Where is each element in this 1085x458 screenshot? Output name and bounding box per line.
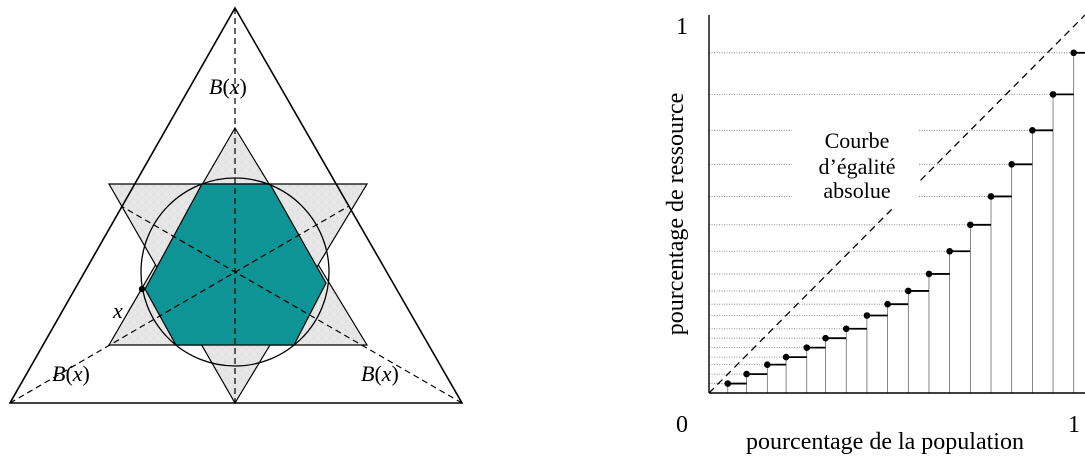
step-point — [743, 370, 750, 378]
step-point — [782, 353, 790, 361]
step-point — [904, 287, 912, 295]
step-point — [1029, 126, 1036, 134]
step-point — [863, 312, 871, 319]
step-point — [803, 344, 811, 351]
point-x — [138, 285, 146, 293]
step-point — [987, 193, 995, 200]
annotation-line-3: absolue — [823, 178, 890, 203]
annotation-line-2: d’égalité — [819, 154, 896, 179]
label-b-top: B(x) — [209, 74, 247, 99]
step-point — [842, 325, 850, 333]
y-tick-zero: 0 — [676, 412, 688, 438]
step-point — [925, 270, 933, 278]
annotation-line-1: Courbe — [825, 128, 890, 153]
y-tick-end: 1 — [676, 14, 688, 40]
step-point — [967, 221, 974, 229]
step-point — [763, 361, 771, 368]
step-point — [822, 334, 829, 342]
triangle-diagram: B(x) x B(x) B(x) — [8, 6, 464, 405]
x-tick-end: 1 — [1068, 412, 1080, 438]
step-point — [946, 247, 953, 255]
step-point — [884, 300, 891, 308]
label-b-right: B(x) — [361, 361, 399, 386]
step-point — [1049, 91, 1057, 98]
x-axis-label: pourcentage de la population — [746, 429, 1024, 455]
chart-guides — [709, 52, 1075, 393]
y-axis-label: pourcentage de ressource — [663, 93, 689, 336]
annotation-background — [792, 128, 918, 206]
lorenz-chart: Courbe d’égalité absolue 1 0 1 pourcenta… — [663, 14, 1085, 455]
label-x: x — [112, 298, 123, 323]
outer-triangle — [8, 6, 464, 404]
label-b-left: B(x) — [52, 361, 90, 386]
chart-step-series — [724, 49, 1085, 387]
step-point — [1008, 161, 1015, 168]
step-point — [724, 380, 732, 387]
median-right — [120, 205, 463, 404]
median-left — [9, 205, 350, 404]
step-point — [1070, 49, 1078, 57]
